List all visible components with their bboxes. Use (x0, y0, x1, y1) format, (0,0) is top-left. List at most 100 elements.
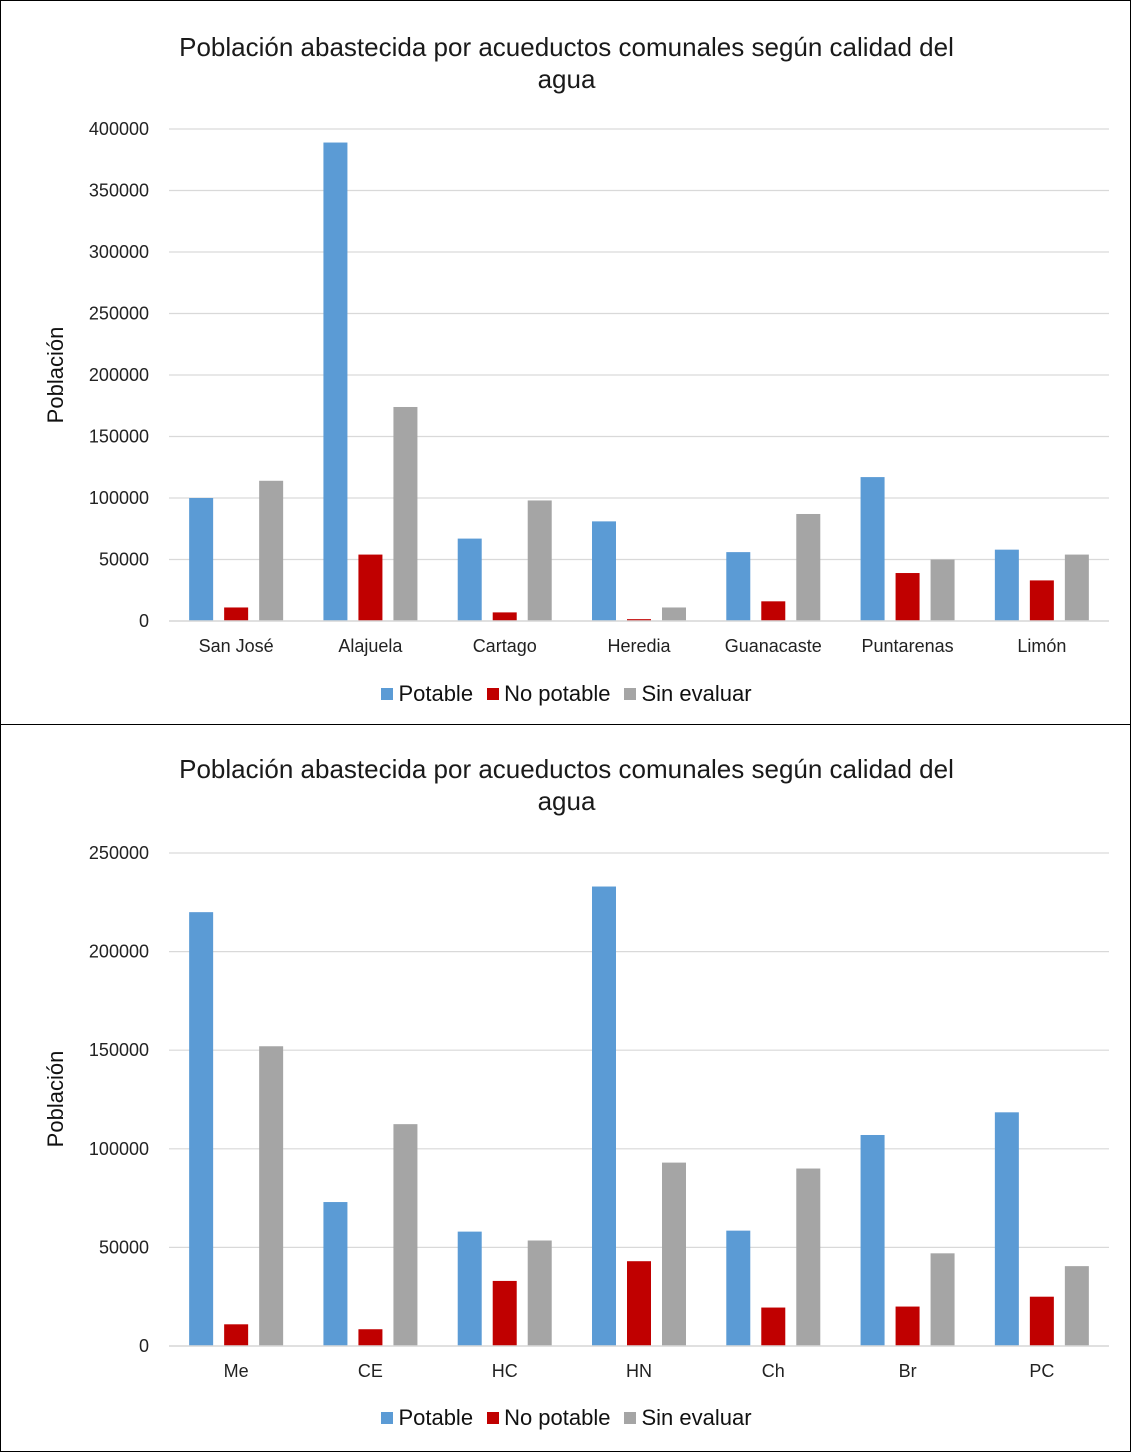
x-tick-label: Ch (762, 1361, 785, 1381)
legend-item: Potable (381, 681, 473, 707)
y-tick-label: 200000 (89, 942, 149, 962)
y-tick-label: 0 (139, 1336, 149, 1356)
y-tick-label: 0 (139, 611, 149, 631)
bar-sin-evaluar (1064, 554, 1089, 621)
bar-sin-evaluar (662, 607, 686, 621)
bar-potable (189, 912, 214, 1346)
x-tick-label: Limón (1017, 636, 1066, 656)
legend-label: Sin evaluar (641, 681, 752, 706)
bar-no-potable (1029, 1296, 1054, 1346)
chart-legend: Potable No potable Sin evaluar (1, 1405, 1131, 1431)
chart-title-line-2: agua (537, 64, 596, 94)
legend-label: No potable (504, 1405, 611, 1430)
chart-title: Población abastecida por acueductos comu… (1, 753, 1131, 817)
legend-item: Sin evaluar (624, 1405, 752, 1431)
legend-label: No potable (504, 681, 611, 706)
bar-no-potable (761, 1307, 786, 1346)
y-tick-label: 100000 (89, 488, 149, 508)
legend-label: Sin evaluar (641, 1405, 752, 1430)
chart-title-line-1: Población abastecida por acueductos comu… (179, 32, 954, 62)
bar-no-potable (895, 1306, 920, 1346)
legend-label: Potable (398, 681, 474, 706)
y-tick-label: 350000 (89, 181, 149, 201)
bar-sin-evaluar (527, 500, 552, 621)
bar-sin-evaluar (930, 1253, 955, 1346)
y-tick-label: 400000 (89, 119, 149, 139)
bar-no-potable (358, 554, 383, 621)
bar-no-potable (492, 612, 517, 621)
bar-potable (860, 1134, 885, 1346)
y-tick-label: 100000 (89, 1139, 149, 1159)
y-axis-label: Población (43, 1051, 68, 1148)
x-tick-label: Alajuela (338, 636, 403, 656)
bar-sin-evaluar (796, 513, 821, 621)
bar-potable (592, 521, 616, 621)
y-tick-label: 50000 (99, 550, 149, 570)
x-tick-label: Cartago (473, 636, 537, 656)
chart-panel-bottom: Población abastecida por acueductos comu… (0, 724, 1131, 1452)
legend-item: Sin evaluar (624, 681, 752, 707)
legend-swatch (381, 1412, 394, 1424)
chart-title-line-1: Población abastecida por acueductos comu… (179, 754, 954, 784)
x-tick-label: Guanacaste (725, 636, 822, 656)
x-tick-label: HN (626, 1361, 652, 1381)
bar-potable (457, 1231, 482, 1346)
chart-title-line-2: agua (537, 786, 596, 816)
bar-chart-plot: 0 50000 100000 150000 200000 250000 Población M… (43, 843, 1109, 1381)
bar-no-potable (224, 607, 249, 621)
bar-no-potable (492, 1280, 517, 1346)
legend-swatch (487, 1412, 500, 1424)
bar-potable (994, 549, 1019, 621)
y-tick-label: 200000 (89, 365, 149, 385)
bar-sin-evaluar (662, 1162, 686, 1346)
legend-swatch (381, 688, 394, 700)
legend-swatch (487, 688, 500, 700)
bar-no-potable (224, 1324, 249, 1346)
x-tick-label: San José (199, 636, 274, 656)
bar-potable (189, 498, 214, 621)
bar-potable (457, 538, 482, 621)
y-tick-label: 250000 (89, 843, 149, 863)
bar-potable (994, 1112, 1019, 1346)
legend-item: No potable (487, 681, 610, 707)
bar-potable (592, 886, 616, 1346)
chart-panel-top: Población abastecida por acueductos comu… (0, 0, 1131, 725)
chart-legend: Potable No potable Sin evaluar (1, 681, 1131, 707)
x-tick-label: Puntarenas (862, 636, 954, 656)
bar-no-potable (895, 573, 920, 621)
bar-chart-plot: 0 50000 100000 150000 200000 250000 300000 3500… (43, 119, 1109, 656)
y-tick-label: 150000 (89, 427, 149, 447)
bar-sin-evaluar (259, 480, 284, 621)
x-tick-label: Br (899, 1361, 917, 1381)
bar-potable (726, 1230, 751, 1346)
bar-sin-evaluar (393, 406, 418, 621)
bar-potable (860, 477, 885, 621)
bar-sin-evaluar (527, 1240, 552, 1346)
bar-potable (323, 1202, 348, 1346)
bar-no-potable (627, 1261, 651, 1346)
bar-sin-evaluar (259, 1046, 284, 1346)
y-axis-label: Población (43, 327, 68, 424)
x-tick-label: Me (224, 1361, 249, 1381)
legend-swatch (624, 688, 637, 700)
x-tick-label: CE (358, 1361, 383, 1381)
bar-potable (726, 552, 751, 621)
bar-no-potable (627, 619, 651, 621)
legend-item: Potable (381, 1405, 473, 1431)
bar-sin-evaluar (1064, 1266, 1089, 1346)
x-tick-label: HC (492, 1361, 518, 1381)
y-tick-label: 150000 (89, 1040, 149, 1060)
bar-sin-evaluar (930, 559, 955, 621)
legend-item: No potable (487, 1405, 610, 1431)
bar-sin-evaluar (393, 1124, 418, 1346)
y-tick-label: 300000 (89, 242, 149, 262)
x-tick-label: Heredia (607, 636, 671, 656)
bar-no-potable (358, 1329, 383, 1346)
y-tick-label: 50000 (99, 1237, 149, 1257)
legend-swatch (624, 1412, 637, 1424)
legend-label: Potable (398, 1405, 474, 1430)
y-tick-label: 250000 (89, 304, 149, 324)
bar-no-potable (1029, 580, 1054, 621)
bar-no-potable (761, 601, 786, 621)
x-tick-label: PC (1029, 1361, 1054, 1381)
